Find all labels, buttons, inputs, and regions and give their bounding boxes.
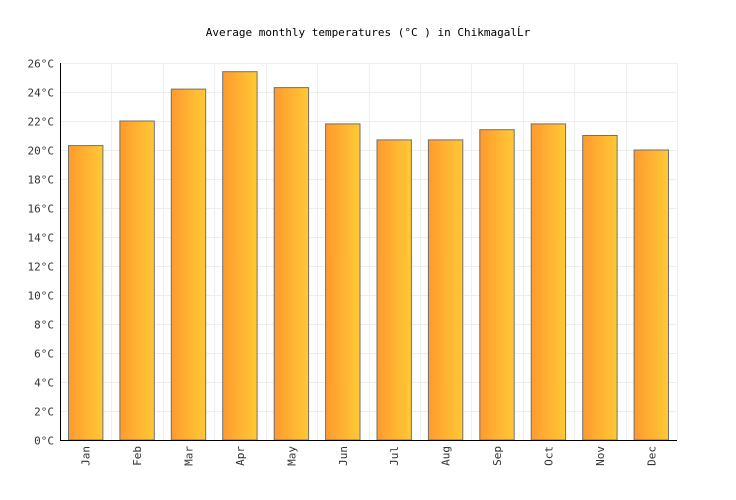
bar-aug bbox=[427, 139, 464, 441]
y-tick-label: 4°C bbox=[34, 377, 54, 390]
y-tick-label: 6°C bbox=[34, 348, 54, 361]
y-tick-labels: 0°C 2°C 4°C 6°C 8°C 10°C 12°C 14°C 16°C 18°C 20°C 2… bbox=[28, 58, 55, 448]
x-tick-label: Oct bbox=[543, 446, 556, 466]
bar-layer bbox=[68, 71, 669, 441]
x-tick-label: Aug bbox=[440, 446, 453, 466]
x-tick-labels: Jan Feb Mar Apr May Jun Jul Aug Sep Oct Nov Dec bbox=[80, 446, 659, 466]
y-tick-label: 2°C bbox=[34, 406, 54, 419]
x-tick-label: Feb bbox=[131, 446, 144, 466]
bar-jun bbox=[325, 123, 361, 441]
axis-layer bbox=[60, 63, 677, 441]
bar-nov bbox=[582, 135, 618, 441]
x-tick-label: May bbox=[285, 446, 298, 466]
y-tick-label: 0°C bbox=[34, 435, 54, 448]
y-tick-label: 20°C bbox=[28, 145, 55, 158]
bar-oct bbox=[530, 123, 567, 441]
y-tick-label: 22°C bbox=[28, 116, 55, 129]
grid-layer bbox=[60, 63, 678, 441]
chart-title: Average monthly temperatures (°C ) in Ch… bbox=[206, 26, 531, 39]
y-tick-label: 24°C bbox=[28, 87, 55, 100]
y-tick-label: 14°C bbox=[28, 232, 55, 245]
bar-jan bbox=[68, 145, 104, 441]
y-tick-label: 12°C bbox=[28, 261, 55, 274]
bar-mar bbox=[170, 88, 207, 441]
x-tick-label: Dec bbox=[645, 446, 658, 466]
x-tick-label: Nov bbox=[594, 446, 607, 466]
bar-may bbox=[273, 87, 310, 441]
y-tick-label: 10°C bbox=[28, 290, 55, 303]
y-tick-label: 16°C bbox=[28, 203, 55, 216]
bar-feb bbox=[119, 120, 155, 441]
x-tick-label: Apr bbox=[234, 446, 247, 466]
bar-apr bbox=[222, 71, 258, 441]
x-tick-label: Sep bbox=[491, 446, 504, 466]
bar-dec bbox=[633, 149, 669, 441]
y-tick-label: 18°C bbox=[28, 174, 55, 187]
x-tick-label: Jun bbox=[337, 446, 350, 466]
bar-jul bbox=[376, 139, 412, 441]
bar-sep bbox=[479, 129, 515, 441]
y-tick-label: 8°C bbox=[34, 319, 54, 332]
x-tick-label: Jul bbox=[388, 446, 401, 466]
y-tick-label: 26°C bbox=[28, 58, 55, 71]
x-tick-label: Jan bbox=[80, 446, 93, 466]
x-tick-label: Mar bbox=[183, 446, 196, 466]
